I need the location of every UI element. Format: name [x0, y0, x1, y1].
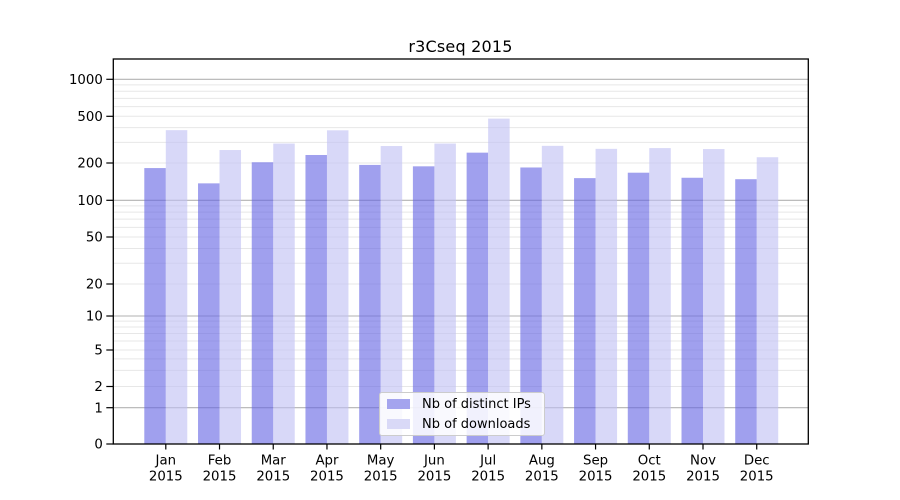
bar-distinct-ips-apr — [305, 154, 327, 444]
bar-distinct-ips-feb — [198, 183, 220, 444]
x-tick-label-year: 2015 — [417, 470, 451, 485]
x-tick-label-year: 2015 — [149, 470, 183, 485]
x-tick-label-year: 2015 — [471, 470, 505, 485]
x-tick-label-month: Feb — [208, 454, 232, 469]
x-tick-label-month: Nov — [690, 454, 716, 469]
x-tick-label-month: Jan — [155, 454, 177, 469]
bar-distinct-ips-may — [359, 164, 381, 445]
bar-downloads-may — [380, 146, 403, 445]
bar-downloads-feb — [219, 150, 242, 444]
x-tick-label-year: 2015 — [203, 470, 237, 485]
x-tick-label-month: Aug — [529, 454, 555, 469]
bar-distinct-ips-nov — [681, 177, 703, 445]
bar-distinct-ips-jul — [466, 152, 489, 444]
x-tick-label-month: Oct — [638, 454, 661, 469]
bar-downloads-jun — [434, 143, 456, 445]
x-tick-label-year: 2015 — [579, 470, 613, 485]
bar-downloads-nov — [703, 149, 725, 444]
y-tick-label: 5 — [94, 344, 102, 359]
legend-item-distinct-ips: Nb of distinct IPs — [387, 396, 538, 413]
y-tick-label: 1 — [94, 401, 102, 416]
legend-label-downloads: Nb of downloads — [422, 416, 531, 432]
y-tick-label: 200 — [77, 157, 102, 172]
bar-downloads-aug — [541, 145, 564, 444]
y-tick-label: 0 — [94, 438, 102, 453]
legend: Nb of distinct IPs Nb of downloads — [379, 392, 545, 436]
bar-downloads-mar — [273, 143, 295, 445]
x-tick-label-year: 2015 — [686, 470, 720, 485]
y-tick-label: 10 — [86, 310, 103, 325]
bar-distinct-ips-sep — [574, 178, 596, 444]
bar-downloads-dec — [756, 157, 779, 444]
x-tick-label-month: Jul — [479, 454, 496, 469]
x-tick-label-year: 2015 — [364, 470, 398, 485]
bar-downloads-apr — [326, 130, 349, 444]
x-tick-label-month: Mar — [261, 454, 287, 469]
x-tick-label-year: 2015 — [632, 470, 666, 485]
chart-title: r3Cseq 2015 — [408, 37, 513, 56]
x-tick-label-year: 2015 — [256, 470, 290, 485]
legend-label-distinct-ips: Nb of distinct IPs — [422, 396, 531, 412]
x-tick-label-month: Sep — [583, 454, 608, 469]
x-tick-label-month: Dec — [744, 454, 770, 469]
bar-distinct-ips-dec — [735, 179, 757, 444]
bar-distinct-ips-jan — [144, 168, 166, 445]
x-tick-label-year: 2015 — [310, 470, 344, 485]
x-tick-label-month: Jun — [423, 454, 445, 469]
bar-distinct-ips-mar — [251, 162, 274, 444]
bar-distinct-ips-oct — [627, 172, 650, 444]
bar-downloads-oct — [649, 148, 671, 445]
y-tick-label: 500 — [77, 110, 102, 125]
y-tick-label: 100 — [77, 194, 102, 209]
legend-item-downloads: Nb of downloads — [387, 416, 538, 433]
bar-distinct-ips-aug — [520, 167, 542, 444]
bar-downloads-jul — [488, 118, 510, 444]
y-tick-label: 1000 — [69, 73, 103, 88]
y-tick-label: 50 — [86, 231, 103, 246]
y-tick-label: 20 — [86, 278, 103, 293]
x-tick-label-year: 2015 — [740, 470, 774, 485]
x-tick-label-year: 2015 — [525, 470, 559, 485]
x-tick-label-month: Apr — [315, 454, 339, 469]
legend-swatch-distinct-ips-icon — [387, 399, 410, 409]
axes-frame — [112, 58, 809, 445]
legend-swatch-downloads-icon — [387, 419, 410, 429]
y-tick-label: 2 — [94, 380, 102, 395]
bar-downloads-jan — [165, 130, 188, 444]
bar-distinct-ips-jun — [412, 166, 435, 445]
bar-downloads-sep — [595, 148, 618, 444]
x-tick-label-month: May — [367, 454, 395, 469]
